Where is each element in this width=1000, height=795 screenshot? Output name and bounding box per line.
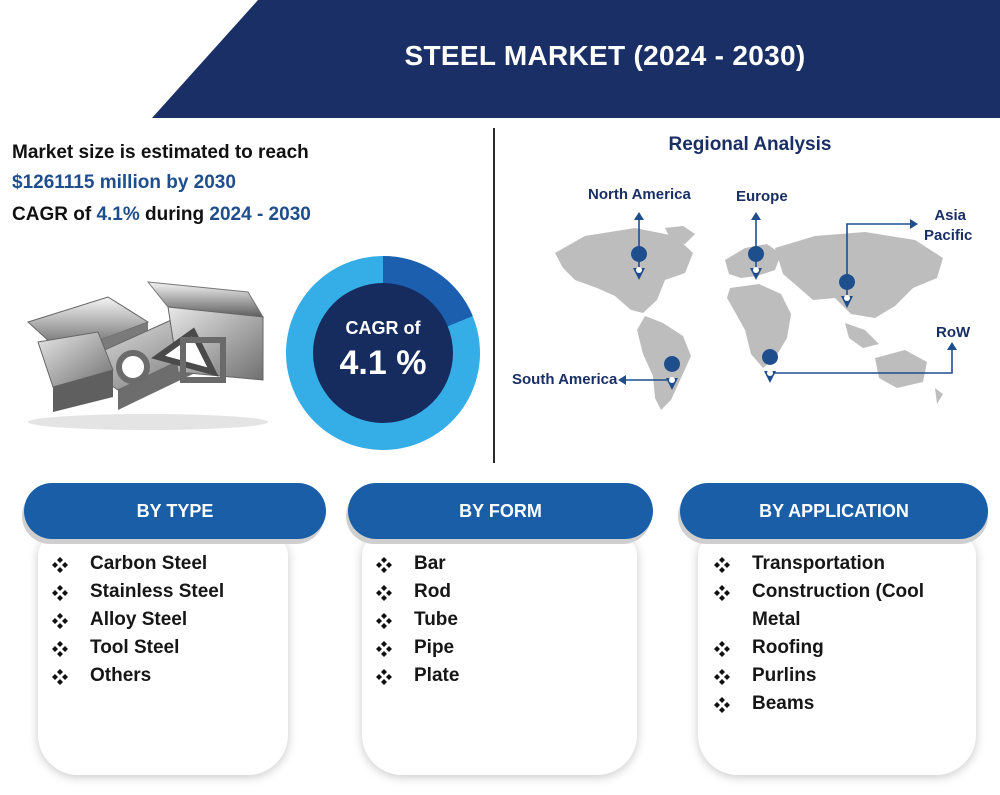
list-item: Plate (376, 662, 459, 690)
list-item-label: Plate (414, 665, 460, 686)
list-item: Purlins (714, 662, 924, 690)
region-label-europe: Europe (736, 188, 788, 205)
list-item: Tool Steel (52, 634, 224, 662)
cagr-mid: during (139, 204, 210, 225)
by-application-card (698, 535, 976, 775)
by-form-card (362, 535, 637, 775)
header-band (152, 0, 1000, 118)
steel-tubes-image (27, 281, 268, 430)
four-diamond-bullet-icon (376, 669, 392, 685)
four-diamond-bullet-icon (376, 585, 392, 601)
list-item-label: Tube (414, 609, 458, 630)
region-label-north-america: North America (588, 186, 691, 203)
market-value-text: $1261115 million by 2030 (12, 172, 236, 193)
four-diamond-bullet-icon (52, 669, 68, 685)
donut-label: CAGR of (345, 318, 421, 338)
four-diamond-bullet-icon (376, 641, 392, 657)
region-label-asia-pacific: Asia Pacific (924, 206, 972, 246)
four-diamond-bullet-icon (376, 613, 392, 629)
list-item: Carbon Steel (52, 550, 224, 578)
list-item: Pipe (376, 634, 459, 662)
four-diamond-bullet-icon (714, 697, 730, 713)
four-diamond-bullet-icon (52, 557, 68, 573)
list-item-label: Others (90, 665, 152, 686)
four-diamond-bullet-icon (714, 585, 730, 601)
list-item-label: Roofing (752, 637, 824, 658)
by-application-list: Transportation Construction (Cool Metal … (714, 550, 924, 718)
list-item-label: Pipe (414, 637, 455, 658)
list-item: Tube (376, 606, 459, 634)
list-item-label: Carbon Steel (90, 553, 208, 574)
list-item-label: Tool Steel (90, 637, 180, 658)
list-item: Beams (714, 690, 924, 718)
cagr-prefix: CAGR of (12, 204, 97, 225)
cagr-period: 2024 - 2030 (209, 204, 311, 225)
list-item: Alloy Steel (52, 606, 224, 634)
region-label-south-america: South America (512, 371, 618, 388)
map-title: Regional Analysis (668, 134, 832, 155)
list-item-label: Stainless Steel (90, 581, 225, 602)
list-item-label: Transportation (752, 553, 886, 574)
region-label-row: RoW (936, 324, 971, 341)
list-item-label: Alloy Steel (90, 609, 188, 630)
four-diamond-bullet-icon (52, 613, 68, 629)
by-form-header: BY FORM (348, 483, 653, 539)
cagr-donut (286, 256, 480, 450)
market-summary: Market size is estimated to reach $12611… (12, 138, 482, 230)
market-size-text: Market size is estimated to reach (12, 142, 309, 163)
by-type-card (38, 535, 288, 775)
four-diamond-bullet-icon (52, 641, 68, 657)
by-application-header: BY APPLICATION (680, 483, 988, 539)
page-title: STEEL MARKET (2024 - 2030) (404, 40, 806, 71)
list-item-label: Beams (752, 693, 815, 714)
four-diamond-bullet-icon (52, 585, 68, 601)
vertical-divider (493, 128, 495, 463)
asia-pacific-line1: Asia (934, 207, 967, 224)
by-type-header: BY TYPE (24, 483, 326, 539)
list-item: Roofing (714, 634, 924, 662)
list-item: Transportation (714, 550, 924, 578)
asia-pacific-line2: Pacific (924, 227, 973, 244)
cagr-text: CAGR of 4.1% during 2024 - 2030 (12, 200, 482, 230)
list-item: Rod (376, 578, 459, 606)
list-item-continuation: Metal (714, 606, 924, 634)
four-diamond-bullet-icon (714, 669, 730, 685)
donut-value: 4.1 % (339, 344, 427, 382)
list-item-label: Purlins (752, 665, 817, 686)
donut-center (313, 283, 453, 423)
by-type-list: Carbon Steel Stainless Steel Alloy Steel… (52, 550, 224, 690)
by-form-list: Bar Rod Tube Pipe Plate (376, 550, 459, 690)
list-item-label: Bar (414, 553, 446, 574)
four-diamond-bullet-icon (714, 641, 730, 657)
list-item: Construction (Cool (714, 578, 924, 606)
cagr-rate: 4.1% (96, 204, 140, 225)
four-diamond-bullet-icon (376, 557, 392, 573)
list-item-label: Rod (414, 581, 451, 602)
list-item-label: Metal (752, 609, 801, 630)
list-item-label: Construction (Cool (752, 581, 925, 602)
list-item: Others (52, 662, 224, 690)
world-map (555, 226, 943, 410)
four-diamond-bullet-icon (714, 557, 730, 573)
list-item: Stainless Steel (52, 578, 224, 606)
list-item: Bar (376, 550, 459, 578)
